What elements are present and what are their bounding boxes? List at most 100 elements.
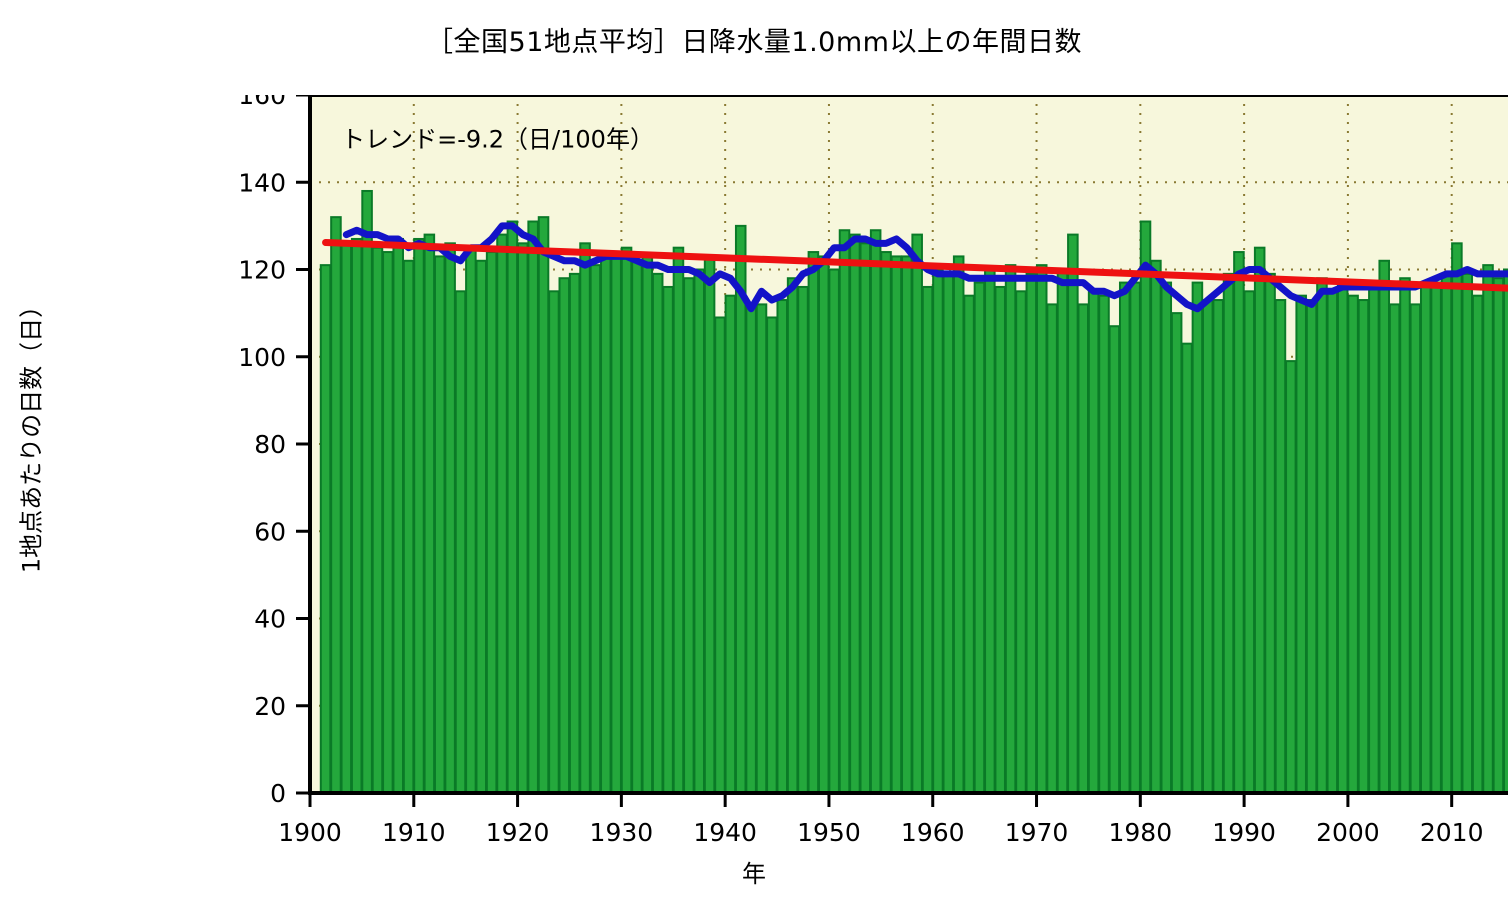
bar	[371, 246, 384, 794]
smoothed-average-line	[342, 222, 1508, 313]
svg-text:1980: 1980	[1109, 818, 1173, 847]
bar	[1170, 312, 1183, 794]
bar	[558, 277, 571, 795]
bar	[755, 303, 768, 794]
bar	[724, 294, 737, 795]
svg-text:0: 0	[270, 779, 286, 808]
x-axis-ticks: 1900 1910 1920 1930 1940 1950 1960 1970 1980 1990…	[278, 793, 1484, 847]
bar	[766, 316, 778, 795]
bar	[1067, 233, 1079, 795]
bar	[1222, 272, 1235, 795]
bar	[382, 251, 394, 795]
bar	[361, 189, 373, 795]
bar	[444, 242, 456, 794]
bar	[1347, 294, 1359, 795]
bar	[797, 285, 809, 794]
bar	[1461, 272, 1474, 795]
bar	[340, 242, 353, 794]
bar	[1118, 281, 1131, 794]
bar	[475, 259, 488, 794]
svg-text:40: 40	[254, 605, 286, 634]
bar	[1202, 299, 1214, 794]
bar	[1440, 272, 1453, 795]
bar	[589, 264, 602, 794]
bar	[1212, 299, 1224, 794]
bar	[516, 242, 529, 794]
bar	[693, 268, 705, 794]
plot-area: 0 20 40 60 80 100 120 140 160 1900 1910 1920 1930 19…	[155, 95, 1508, 847]
bar	[1056, 268, 1069, 794]
bar	[1503, 268, 1508, 794]
bar	[745, 303, 757, 794]
bar	[1191, 281, 1204, 794]
bar	[465, 246, 477, 794]
bar	[1368, 285, 1380, 794]
bar	[776, 299, 789, 794]
bar	[1285, 360, 1297, 794]
bar	[984, 268, 996, 794]
bar	[1492, 277, 1505, 795]
bar	[527, 220, 539, 794]
svg-text:2010: 2010	[1420, 818, 1484, 847]
y-axis-ticks: 0 20 40 60 80 100 120 140 160	[238, 95, 310, 808]
bar	[631, 259, 643, 794]
bar	[849, 233, 861, 795]
bar	[1004, 264, 1017, 794]
bar	[859, 242, 872, 794]
bar	[703, 255, 716, 795]
y-axis-title: 1地点あたりの日数（日）	[17, 293, 46, 574]
bar	[1409, 303, 1422, 794]
bar	[1326, 290, 1339, 794]
bar	[880, 251, 892, 795]
bar	[1015, 290, 1027, 794]
bar	[1253, 246, 1266, 794]
svg-text:1920: 1920	[486, 818, 550, 847]
svg-text:1950: 1950	[797, 818, 861, 847]
bar	[952, 255, 965, 795]
bar	[838, 229, 851, 795]
trend-line	[322, 238, 1508, 292]
bar	[1336, 281, 1349, 794]
bar	[1243, 290, 1256, 794]
bar	[350, 237, 363, 794]
bar	[1451, 242, 1463, 794]
bar	[1077, 303, 1090, 794]
svg-text:120: 120	[238, 256, 286, 285]
x-axis-title: 年	[742, 860, 766, 888]
bar	[973, 281, 986, 794]
bar	[1316, 277, 1328, 795]
svg-text:1960: 1960	[901, 818, 965, 847]
bar	[568, 272, 581, 795]
bar	[869, 229, 882, 795]
bar	[828, 268, 840, 794]
bar	[932, 268, 944, 794]
svg-text:1910: 1910	[382, 818, 446, 847]
bar	[496, 233, 508, 795]
svg-text:80: 80	[254, 430, 286, 459]
bar	[402, 259, 415, 794]
bar	[1264, 272, 1276, 795]
bar	[1305, 299, 1318, 794]
svg-text:1970: 1970	[1005, 818, 1069, 847]
bar	[1357, 299, 1370, 794]
bar	[1150, 259, 1162, 794]
bar	[600, 255, 612, 795]
bar	[786, 277, 799, 795]
svg-text:1940: 1940	[693, 818, 757, 847]
bar	[641, 255, 654, 795]
bar	[1108, 325, 1121, 794]
bar	[579, 242, 591, 794]
bar	[1430, 281, 1442, 794]
bar	[485, 251, 498, 795]
svg-text:1900: 1900	[278, 818, 342, 847]
bar	[911, 233, 923, 795]
bar	[942, 272, 955, 795]
bar	[1482, 264, 1494, 794]
trend-annotation: トレンド=-9.2（日/100年）	[341, 125, 654, 153]
svg-text:1930: 1930	[590, 818, 654, 847]
bar	[817, 255, 830, 795]
bar	[1035, 264, 1048, 794]
bar	[392, 237, 404, 794]
bar	[454, 290, 467, 794]
